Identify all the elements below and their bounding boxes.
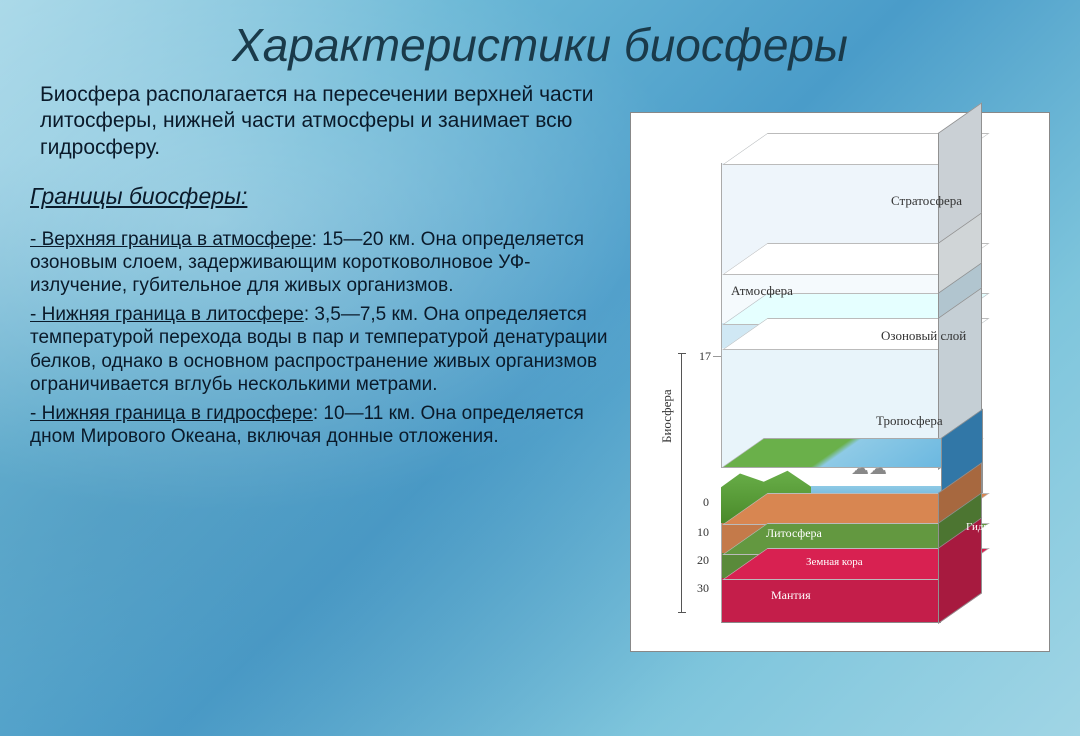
boundary-hydrosphere: - Нижняя граница в гидросфере: 10—11 км.… — [30, 402, 615, 448]
content-row: Биосфера располагается на пересечении ве… — [0, 82, 1080, 736]
tick-10: 10 — [697, 525, 709, 540]
scale-top-tick — [678, 353, 686, 354]
boundary-value: : 3,5—7,5 км. — [304, 304, 418, 325]
text-column: Биосфера располагается на пересечении ве… — [30, 82, 630, 716]
label-lithosphere: Литосфера — [766, 526, 822, 541]
boundaries-header: Границы биосферы: — [30, 183, 615, 210]
label-atmosphere: Атмосфера — [731, 283, 793, 299]
label-stratosphere: Стратосфера — [891, 193, 962, 209]
boundary-lithosphere: - Нижняя граница в литосфере: 3,5—7,5 км… — [30, 303, 615, 396]
label-hydrosphere: Гидросфера — [966, 521, 1022, 533]
intro-paragraph: Биосфера располагается на пересечении ве… — [30, 82, 615, 161]
label-ozone: Озоновый слой — [881, 328, 966, 344]
biosphere-diagram: ☁☁ Стратосфера Атмосфера Озоновый слой Т… — [630, 112, 1050, 652]
slide-container: Характеристики биосферы Биосфера распола… — [0, 0, 1080, 736]
label-biosphere-vertical: Биосфера — [659, 389, 675, 443]
scale-bracket — [681, 353, 711, 613]
scale-bottom-tick — [678, 612, 686, 613]
tickline-17 — [713, 356, 721, 357]
slide-title: Характеристики биосферы — [0, 0, 1080, 82]
tick-0: 0 — [703, 495, 709, 510]
boundary-head: - Нижняя граница в гидросфере — [30, 403, 313, 424]
diagram-3d-box: ☁☁ — [721, 133, 1021, 623]
clouds-icon: ☁☁ — [851, 458, 887, 479]
label-crust: Земная кора — [806, 556, 863, 568]
boundary-value: : 15—20 км. — [312, 229, 416, 250]
boundary-head: - Верхняя граница в атмосфере — [30, 229, 312, 250]
boundary-value: : 10—11 км. — [313, 403, 415, 424]
layer-mantle — [721, 578, 941, 623]
tick-20: 20 — [697, 553, 709, 568]
boundary-atmosphere: - Верхняя граница в атмосфере: 15—20 км.… — [30, 228, 615, 298]
tick-30: 30 — [697, 581, 709, 596]
label-mantle: Мантия — [771, 588, 811, 603]
label-troposphere: Тропосфера — [876, 413, 943, 429]
diagram-column: ☁☁ Стратосфера Атмосфера Озоновый слой Т… — [630, 82, 1060, 716]
tick-17: 17 — [699, 349, 711, 364]
boundary-head: - Нижняя граница в литосфере — [30, 304, 304, 325]
